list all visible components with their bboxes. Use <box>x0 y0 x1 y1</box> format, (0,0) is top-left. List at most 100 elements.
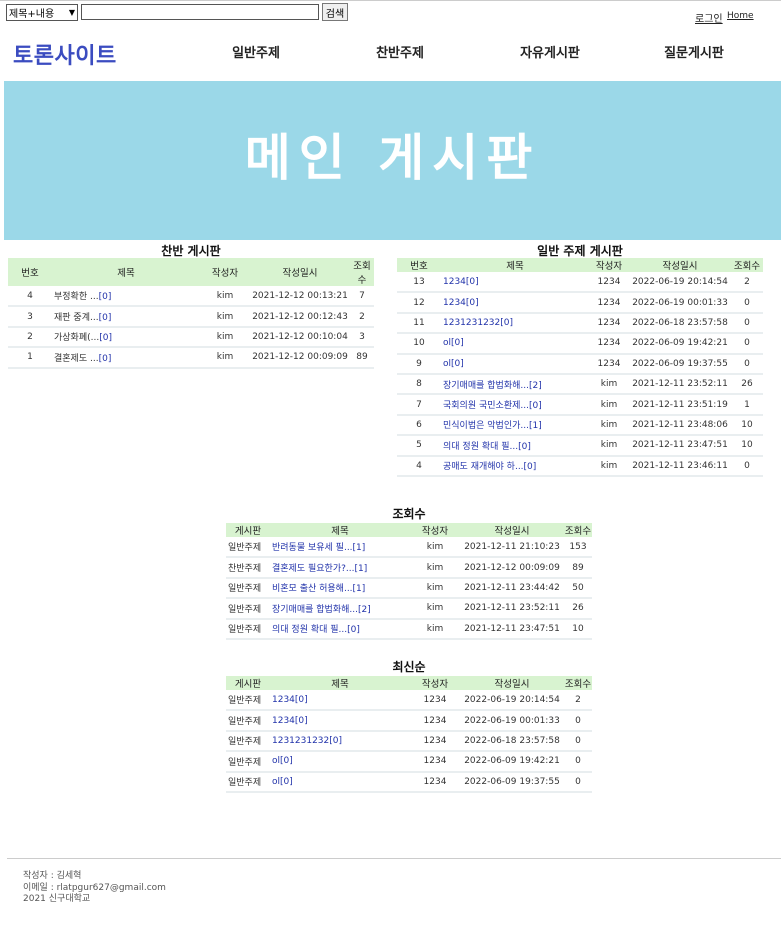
login-link[interactable]: 로그인 <box>695 14 723 25</box>
table-row[interactable]: 9 ol[0] 1234 2022-06-09 19:37:55 0 <box>397 353 763 375</box>
post-title-cell[interactable]: 의대 정원 확대 필...[0] <box>441 435 589 457</box>
table-row[interactable]: 12 1234[0] 1234 2022-06-19 00:01:33 0 <box>397 292 763 314</box>
table-row[interactable]: 찬반주제 결혼제도 필요한가?...[1] kim 2021-12-12 00:09:… <box>226 557 592 579</box>
post-title-link[interactable]: 민식이법은 악법인가... <box>443 421 529 432</box>
table-row[interactable]: 10 ol[0] 1234 2022-06-09 19:42:21 0 <box>397 333 763 355</box>
post-title-link[interactable]: ol <box>443 358 452 369</box>
table-row[interactable]: 일반주제 ol[0] 1234 2022-06-09 19:37:55 0 <box>226 771 592 793</box>
post-title-cell[interactable]: 반려동물 보유세 필...[1] <box>270 537 410 559</box>
table-row[interactable]: 일반주제 비혼모 출산 허용해...[1] kim 2021-12-11 23:44:… <box>226 577 592 600</box>
post-title-cell[interactable]: ol[0] <box>441 353 589 375</box>
post-title-cell[interactable]: 1234[0] <box>270 710 410 732</box>
post-title-link[interactable]: 1234 <box>443 297 466 308</box>
post-number: 4 <box>8 286 52 308</box>
post-title-link[interactable]: 결혼제도 필요한가?... <box>272 564 355 575</box>
table-row[interactable]: 8 장기매매를 합법화해...[2] kim 2021-12-11 23:52:11 2… <box>397 373 763 396</box>
table-row[interactable]: 4 공매도 재개해야 하...[0] kim 2021-12-11 23:46:11 0 <box>397 455 763 477</box>
post-title-link[interactable]: 국회의원 국민소환제... <box>443 401 529 412</box>
views-board-title[interactable]: 조회수 <box>392 507 426 521</box>
post-title-cell[interactable]: ol[0] <box>270 771 410 793</box>
post-title-cell[interactable]: 장기매매를 합법화해...[2] <box>270 598 410 620</box>
nav-item-general[interactable]: 일반주제 <box>232 46 280 61</box>
post-title-cell[interactable]: 1234[0] <box>441 272 589 294</box>
post-title-link[interactable]: ol <box>272 776 281 787</box>
site-title[interactable]: 토론사이트 <box>13 44 117 69</box>
home-link[interactable]: Home <box>727 11 754 21</box>
table-row[interactable]: 1 결혼제도 ...[0] kim 2021-12-12 00:09:09 89 <box>8 347 374 369</box>
post-title-link[interactable]: 의대 정원 확대 필... <box>443 441 519 452</box>
post-date: 2021-12-11 23:51:19 <box>629 394 731 416</box>
post-title-cell[interactable]: ol[0] <box>441 333 589 355</box>
post-title-cell[interactable]: 1234[0] <box>441 292 589 314</box>
post-title-link[interactable]: 공매도 재개해야 하... <box>443 462 524 473</box>
table-row[interactable]: 일반주제 ol[0] 1234 2022-06-09 19:42:21 0 <box>226 751 592 773</box>
table-row[interactable]: 일반주제 장기매매를 합법화해...[2] kim 2021-12-11 23:52:… <box>226 598 592 620</box>
nav-item-debate[interactable]: 찬반주제 <box>376 46 424 61</box>
table-row[interactable]: 11 1231231232[0] 1234 2022-06-18 23:57:58 0 <box>397 312 763 335</box>
nav-item-free[interactable]: 자유게시판 <box>520 46 580 61</box>
post-author: 1234 <box>589 312 629 335</box>
post-title-link[interactable]: 부정확한 ... <box>54 292 99 303</box>
post-title-link[interactable]: 가상화폐(... <box>54 333 100 344</box>
table-row[interactable]: 일반주제 1234[0] 1234 2022-06-19 00:01:33 0 <box>226 710 592 732</box>
post-board: 일반주제 <box>226 751 270 773</box>
table-row[interactable]: 4 부정확한 ...[0] kim 2021-12-12 00:13:21 7 <box>8 286 374 308</box>
table-row[interactable]: 5 의대 정원 확대 필...[0] kim 2021-12-11 23:47:51 1… <box>397 435 763 457</box>
post-title-link[interactable]: 비혼모 출산 허용해... <box>272 584 353 595</box>
post-number: 7 <box>397 394 441 416</box>
post-title-link[interactable]: 반려동물 보유세 필... <box>272 543 353 554</box>
post-title-link[interactable]: 1231231232 <box>443 317 501 328</box>
table-row[interactable]: 2 가상화폐(...[0] kim 2021-12-12 00:10:04 3 <box>8 326 374 349</box>
table-row[interactable]: 13 1234[0] 1234 2022-06-19 20:14:54 2 <box>397 272 763 294</box>
column-header-views: 조회수 <box>564 523 592 537</box>
post-title-cell[interactable]: 장기매매를 합법화해...[2] <box>441 373 589 396</box>
post-title-cell[interactable]: 공매도 재개해야 하...[0] <box>441 455 589 477</box>
post-title-link[interactable]: ol <box>443 338 452 349</box>
post-title-link[interactable]: 1234 <box>443 276 466 287</box>
search-input[interactable] <box>81 4 319 20</box>
post-title-cell[interactable]: 비혼모 출산 허용해...[1] <box>270 577 410 600</box>
table-row[interactable]: 일반주제 의대 정원 확대 필...[0] kim 2021-12-11 23:47:… <box>226 618 592 640</box>
post-title-link[interactable]: 결혼제도 ... <box>54 353 99 364</box>
post-board: 일반주제 <box>226 598 270 620</box>
post-title-link[interactable]: 1234 <box>272 715 295 726</box>
search-button[interactable]: 검색 <box>322 3 348 21</box>
post-views: 153 <box>564 537 592 559</box>
post-title-cell[interactable]: 부정확한 ...[0] <box>52 286 200 308</box>
table-row[interactable]: 7 국회의원 국민소환제...[0] kim 2021-12-11 23:51:19 1 <box>397 394 763 416</box>
nav-item-question[interactable]: 질문게시판 <box>664 46 724 61</box>
post-title-cell[interactable]: 1231231232[0] <box>441 312 589 335</box>
comment-count: [0] <box>451 338 464 349</box>
search-scope-select[interactable]: 제목+내용 ▼ <box>6 4 78 21</box>
post-title-cell[interactable]: 결혼제도 ...[0] <box>52 347 200 369</box>
post-author: kim <box>200 326 250 349</box>
post-title-link[interactable]: 장기매매를 합법화해... <box>272 604 358 615</box>
table-row[interactable]: 일반주제 반려동물 보유세 필...[1] kim 2021-12-11 21:10:… <box>226 537 592 559</box>
post-title-link[interactable]: 의대 정원 확대 필... <box>272 625 348 636</box>
post-title-link[interactable]: 1234 <box>272 694 295 705</box>
column-header-date: 작성일시 <box>629 258 731 272</box>
latest-board-title[interactable]: 최신순 <box>392 660 426 674</box>
post-title-cell[interactable]: 결혼제도 필요한가?...[1] <box>270 557 410 579</box>
post-title-cell[interactable]: ol[0] <box>270 751 410 773</box>
post-title-cell[interactable]: 1231231232[0] <box>270 730 410 753</box>
debate-board-title[interactable]: 찬반 게시판 <box>161 244 221 258</box>
post-title-cell[interactable]: 민식이법은 악법인가...[1] <box>441 414 589 437</box>
table-row[interactable]: 3 재판 중계...[0] kim 2021-12-12 00:12:43 2 <box>8 306 374 328</box>
post-title-link[interactable]: 1231231232 <box>272 735 330 746</box>
table-row[interactable]: 일반주제 1234[0] 1234 2022-06-19 20:14:54 2 <box>226 690 592 712</box>
post-author: 1234 <box>589 333 629 355</box>
post-title-cell[interactable]: 국회의원 국민소환제...[0] <box>441 394 589 416</box>
general-board-title[interactable]: 일반 주제 게시판 <box>537 244 623 258</box>
post-title-cell[interactable]: 1234[0] <box>270 690 410 712</box>
post-title-link[interactable]: 장기매매를 합법화해... <box>443 380 529 391</box>
post-title-link[interactable]: ol <box>272 756 281 767</box>
table-row[interactable]: 6 민식이법은 악법인가...[1] kim 2021-12-11 23:48:06 1… <box>397 414 763 437</box>
post-title-link[interactable]: 재판 중계... <box>54 313 99 324</box>
footer-email: 이메일 : rlatpgur627@gmail.com <box>23 882 166 893</box>
table-row[interactable]: 일반주제 1231231232[0] 1234 2022-06-18 23:57:58… <box>226 730 592 753</box>
post-title-cell[interactable]: 재판 중계...[0] <box>52 306 200 328</box>
post-title-cell[interactable]: 의대 정원 확대 필...[0] <box>270 618 410 640</box>
post-title-cell[interactable]: 가상화폐(...[0] <box>52 326 200 349</box>
comment-count: [0] <box>329 735 343 746</box>
